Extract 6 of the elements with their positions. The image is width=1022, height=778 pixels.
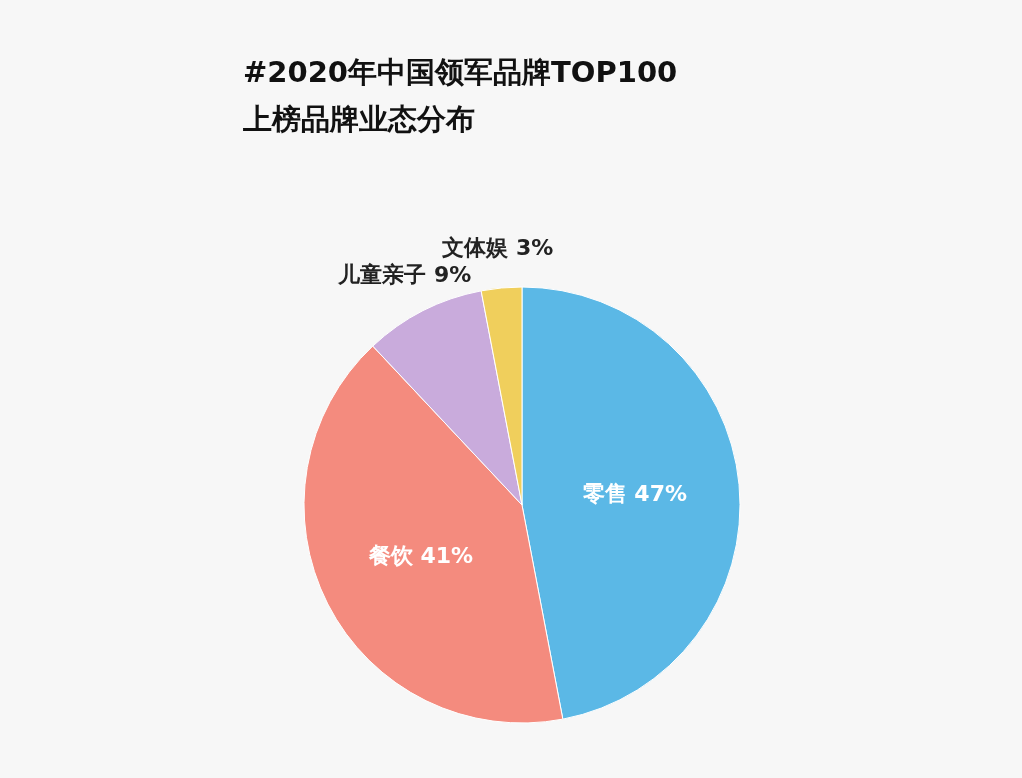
slice-label: 儿童亲子 9% xyxy=(337,262,472,288)
slice-label: 餐饮 41% xyxy=(367,543,474,569)
chart-title: #2020年中国领军品牌TOP100 xyxy=(243,55,678,89)
chart-subtitle: 上榜品牌业态分布 xyxy=(242,102,475,136)
slice-label: 文体娱 3% xyxy=(441,235,554,261)
slice-label: 零售 47% xyxy=(582,481,688,507)
